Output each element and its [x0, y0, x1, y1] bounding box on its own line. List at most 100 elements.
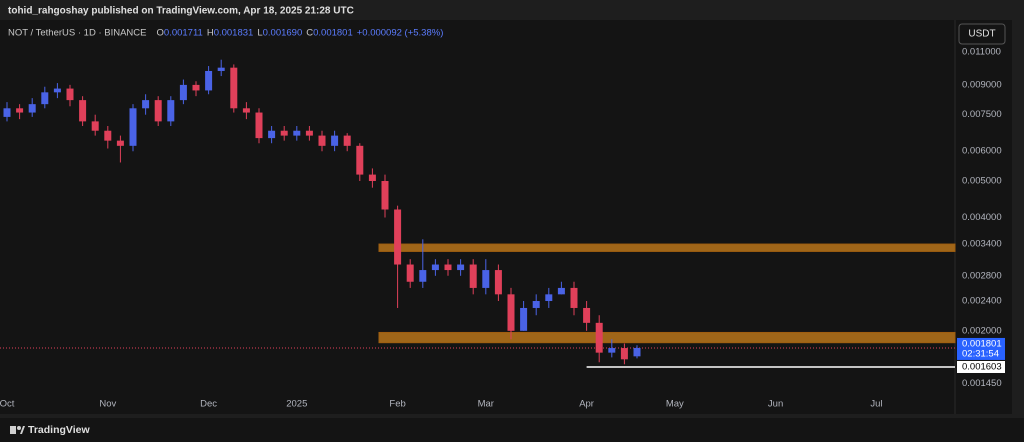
candle-body [583, 307, 591, 323]
candle-body [520, 307, 528, 331]
x-tick-label: Feb [389, 399, 405, 410]
candle-body [620, 348, 628, 360]
ohlc-label: C [306, 28, 313, 39]
candle-body [444, 264, 452, 271]
ohlc-label: O [157, 28, 164, 39]
candle-body [494, 270, 502, 295]
candle-body [192, 84, 200, 91]
logo-mark [10, 426, 16, 434]
footer [0, 418, 1024, 442]
candle-body [16, 108, 24, 113]
candle-body [104, 130, 112, 141]
y-tick-label: 0.011000 [962, 47, 1001, 58]
candle-body [154, 100, 162, 122]
candle-body [482, 270, 490, 288]
candle-body [79, 100, 87, 122]
candle-body [394, 209, 402, 265]
currency: USDT [968, 29, 995, 40]
last-price-box [957, 337, 1005, 360]
y-tick-label: 0.001450 [962, 378, 1002, 389]
candle-body [457, 264, 465, 271]
candle-body [545, 294, 553, 302]
support-box [957, 360, 1005, 373]
ohlc-value: 0.001801 [313, 28, 353, 39]
x-tick-label: Apr [579, 399, 594, 410]
candle-body [406, 264, 414, 282]
candle-body [419, 270, 427, 282]
zone [378, 243, 956, 252]
logo [10, 426, 25, 434]
candle-body [293, 130, 301, 136]
candle-body [507, 294, 515, 331]
logo-mark [17, 426, 21, 430]
zone [378, 331, 956, 344]
symbol: NOT / TetherUS · 1D · BINANCE [8, 28, 147, 39]
candle-body [242, 108, 250, 113]
support-label: 0.001603 [962, 362, 1002, 373]
candle-body [255, 112, 263, 139]
ohlc-value: 0.001690 [263, 28, 303, 39]
candle-body [305, 130, 313, 136]
logo-mark [20, 426, 25, 434]
candle-body [41, 92, 49, 105]
x-tick-label: Nov [99, 399, 116, 410]
candle-body [167, 100, 175, 122]
x-tick-label: 2025 [286, 399, 307, 410]
x-tick-label: Mar [478, 399, 494, 410]
brand: TradingView [28, 424, 90, 436]
candle-body [608, 348, 616, 353]
last-price-label: 0.001801 [962, 338, 1002, 349]
candle-body [356, 145, 364, 175]
candle-body [66, 88, 74, 101]
ohlc-label: L [257, 28, 262, 39]
ohlc-value: 0.001831 [214, 28, 254, 39]
candle-body [280, 130, 288, 136]
change: +0.000092 (+5.38%) [357, 28, 444, 39]
y-tick-label: 0.004000 [962, 212, 1002, 223]
ohlc-value: 0.001711 [164, 28, 203, 39]
chart-panel [0, 20, 1012, 414]
countdown: 02:31:54 [962, 348, 999, 359]
candle-body [91, 121, 99, 131]
candle-body [28, 104, 36, 113]
candle-body [142, 100, 150, 109]
x-tick-label: Dec [200, 399, 217, 410]
y-tick-label: 0.002000 [962, 325, 1002, 336]
candle-body [381, 181, 389, 210]
candle-body [331, 135, 339, 146]
candle-body [217, 67, 225, 71]
candle-body [53, 88, 61, 93]
candle-body [469, 264, 477, 288]
candle-body [570, 287, 578, 308]
y-tick-label: 0.003400 [962, 239, 1002, 250]
candle-body [3, 108, 11, 117]
candle-body [633, 347, 641, 357]
candle-body [205, 70, 213, 91]
candle-body [129, 108, 137, 146]
x-tick-label: Jul [870, 399, 882, 410]
candle-body [431, 264, 439, 271]
candle-body [268, 130, 276, 139]
publisher: tohid_rahgoshay published on TradingView… [8, 6, 354, 17]
candle-body [230, 67, 238, 109]
x-tick-label: Oct [0, 399, 15, 410]
x-tick-label: Jun [768, 399, 783, 410]
ohlc-label: H [207, 28, 214, 39]
candle-body [318, 135, 326, 146]
x-tick-label: May [666, 399, 684, 410]
y-tick-label: 0.009000 [962, 79, 1002, 90]
candle-body [343, 135, 351, 146]
candle-body [179, 84, 187, 101]
candle-body [116, 140, 124, 146]
y-tick-label: 0.005000 [962, 176, 1002, 187]
candle-body [557, 287, 565, 295]
y-tick-label: 0.007500 [962, 109, 1002, 120]
candle-body [595, 322, 603, 353]
currency-button[interactable] [958, 23, 1006, 45]
y-tick-label: 0.006000 [962, 146, 1002, 157]
y-tick-label: 0.002800 [962, 270, 1002, 281]
candle-body [532, 301, 540, 308]
candle-body [368, 174, 376, 182]
y-tick-label: 0.002400 [962, 296, 1002, 307]
